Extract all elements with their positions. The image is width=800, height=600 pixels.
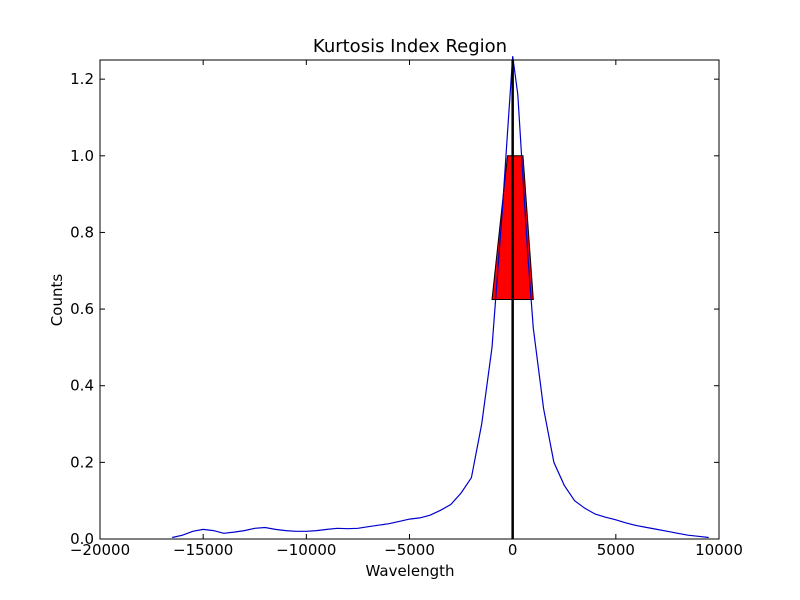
y-tick-label: 0.4 <box>70 377 94 395</box>
y-tick-label: 1.0 <box>70 147 94 165</box>
plot-frame <box>99 59 720 540</box>
series-line-0 <box>172 56 709 539</box>
x-tick-label: 5000 <box>597 541 635 559</box>
y-tick-label: 1.2 <box>70 70 94 88</box>
y-tick-label: 0.2 <box>70 453 94 471</box>
x-tick-label: 10000 <box>695 541 743 559</box>
plot-area <box>172 56 709 539</box>
x-axis-label: Wavelength <box>366 562 455 580</box>
x-tick-label: −20000 <box>70 541 130 559</box>
chart-title: Kurtosis Index Region <box>313 36 507 57</box>
y-tick-label: 0.8 <box>70 223 94 241</box>
x-tick-label: 0 <box>508 541 518 559</box>
axis-ticks: −20000 −15000 −10000 −5000 0 5000 10000 0.0 0.2 0… <box>70 60 743 559</box>
y-tick-label: 0.0 <box>70 530 94 548</box>
x-tick-label: −15000 <box>173 541 233 559</box>
y-tick-label: 0.6 <box>70 300 94 318</box>
x-tick-label: −10000 <box>276 541 336 559</box>
x-tick-label: −5000 <box>384 541 435 559</box>
y-axis-label: Counts <box>48 274 66 327</box>
